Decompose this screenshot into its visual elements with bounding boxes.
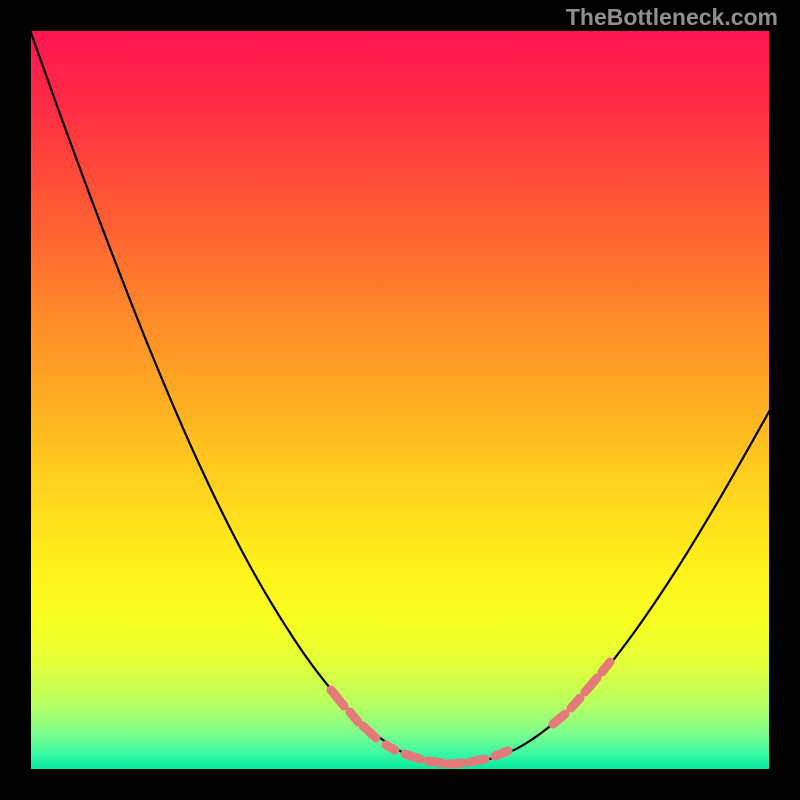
curve-marker xyxy=(602,662,610,672)
plot-background xyxy=(30,30,770,770)
curve-marker xyxy=(350,712,358,722)
curve-marker xyxy=(428,761,443,763)
curve-marker xyxy=(495,751,508,756)
curve-marker xyxy=(405,754,420,759)
watermark-text: TheBottleneck.com xyxy=(566,4,778,31)
curve-marker xyxy=(470,759,485,762)
curve-marker xyxy=(386,745,395,750)
chart-svg xyxy=(0,0,800,800)
curve-marker xyxy=(448,763,463,764)
